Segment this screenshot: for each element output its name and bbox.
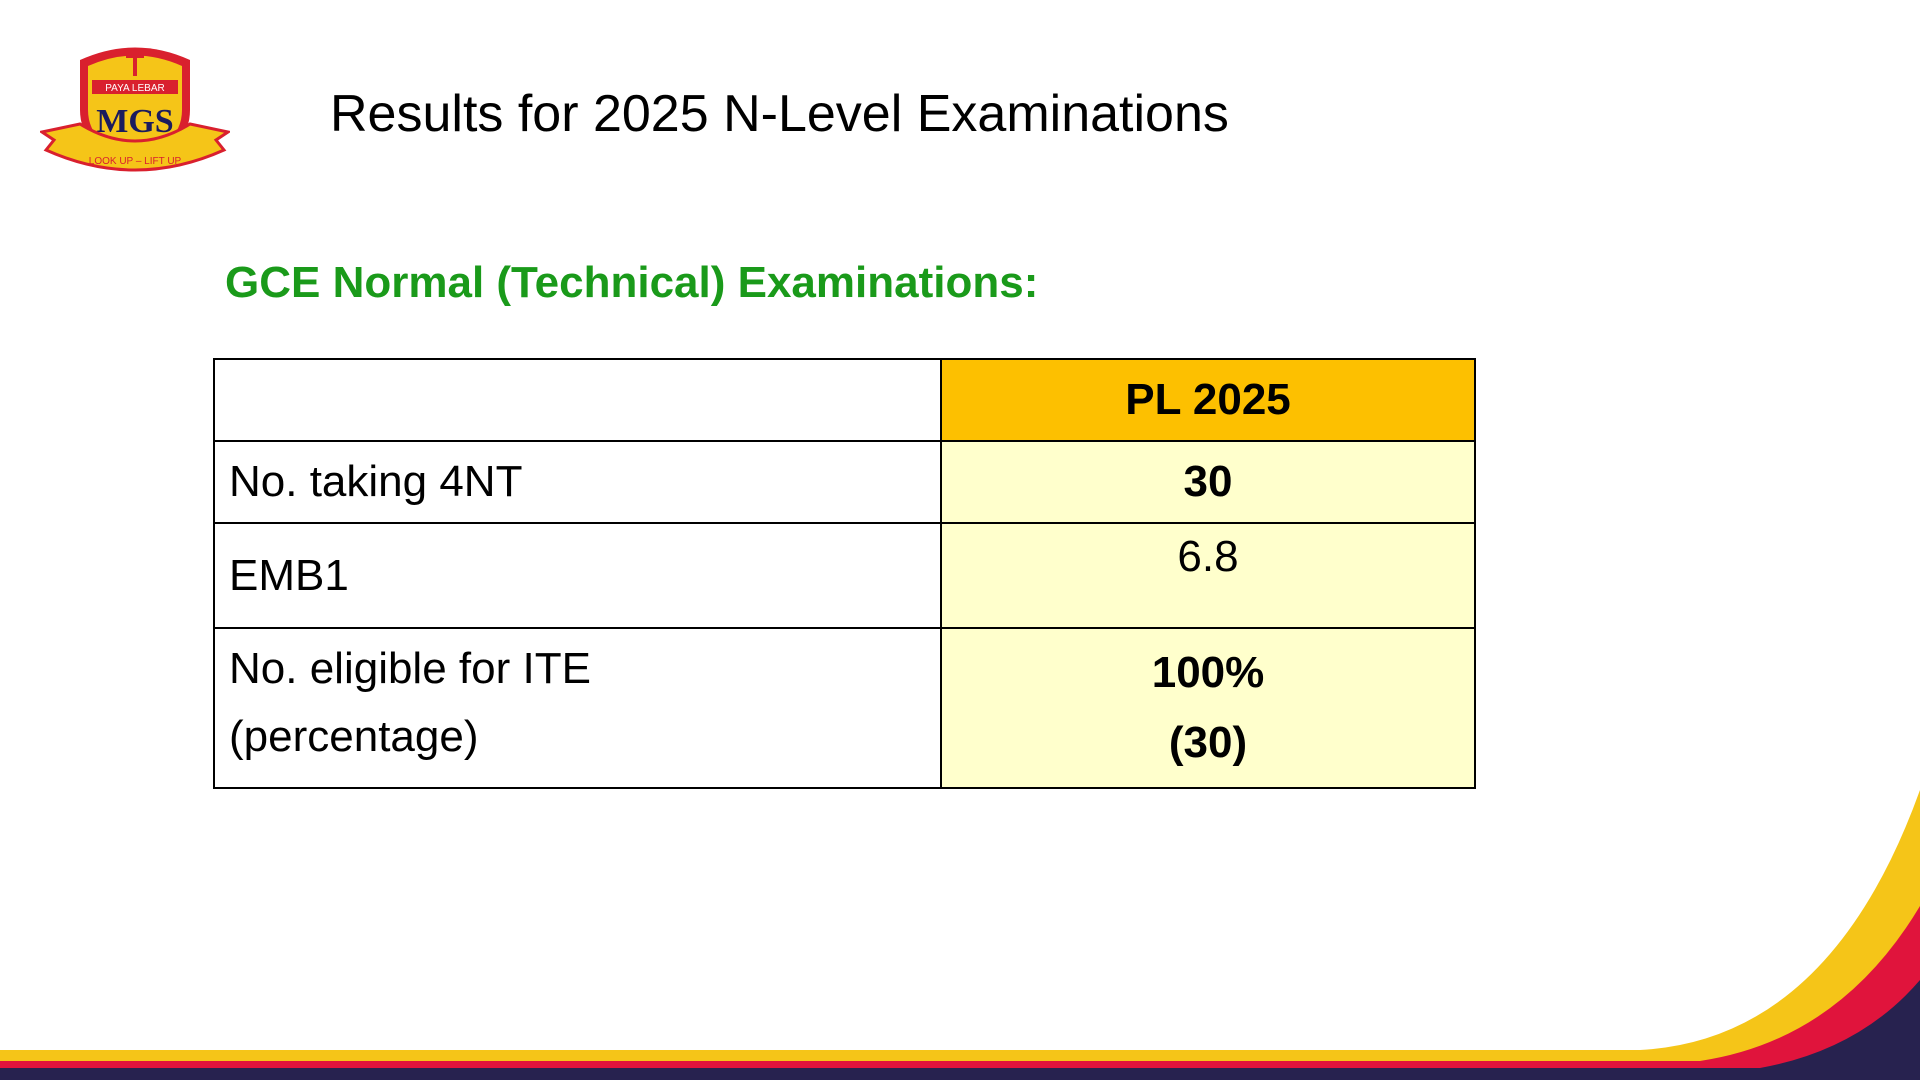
navy-band [0, 980, 1920, 1080]
column-header: PL 2025 [940, 358, 1476, 442]
row-label: No. eligible for ITE (percentage) [213, 627, 942, 789]
header-row: PL 2025 [213, 358, 1476, 442]
text-line: (percentage) [229, 712, 479, 761]
logo-initials: MGS [96, 103, 173, 140]
banner [92, 80, 178, 94]
text-line: (30) [1168, 718, 1248, 767]
subtitle: GCE Normal (Technical) Examinations: [225, 258, 1039, 307]
text-line: EMB1 [229, 550, 349, 600]
row-label: EMB1 [213, 522, 942, 629]
header-empty-cell [213, 358, 942, 442]
cross [126, 48, 144, 76]
results-table: PL 2025 No. taking 4NT 30 EMB1 6.8 No. e… [213, 358, 1476, 789]
text-line: 30 [1183, 457, 1233, 506]
row-label: No. taking 4NT [213, 440, 942, 524]
title: Results for 2025 N-Level Examinations [330, 85, 1229, 143]
logo: PAYA LEBAR MGS LOOK UP – LIFT UP [40, 47, 230, 172]
yellow-band [0, 790, 1920, 1080]
row-value: 6.8 [940, 522, 1476, 629]
row: EMB1 6.8 [213, 522, 1476, 629]
text-line: No. taking 4NT [229, 457, 523, 506]
text-line: 100% [1151, 648, 1265, 697]
row-value: 100% (30) [940, 627, 1476, 789]
row: No. taking 4NT 30 [213, 440, 1476, 524]
logo-top-text: PAYA LEBAR [105, 83, 164, 94]
row: No. eligible for ITE (percentage) 100% (… [213, 627, 1476, 789]
red-band [0, 906, 1920, 1080]
text-line: No. eligible for ITE [229, 644, 591, 693]
row-value: 30 [940, 440, 1476, 524]
logo-motto: LOOK UP – LIFT UP [89, 156, 182, 167]
text-line: 6.8 [1177, 532, 1239, 581]
ribbon [40, 122, 230, 172]
